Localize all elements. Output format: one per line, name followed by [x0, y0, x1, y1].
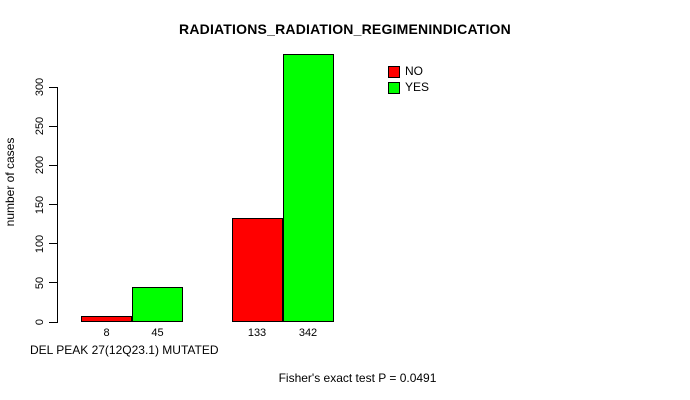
y-axis-tick-label: 100 — [34, 234, 46, 253]
y-axis-label: number of cases — [3, 137, 17, 227]
y-axis-tick-label: 50 — [34, 276, 46, 289]
y-axis-tick — [49, 204, 57, 205]
y-axis-tick-label: 200 — [34, 156, 46, 175]
y-axis-tick — [49, 86, 57, 88]
y-axis-tick — [49, 243, 57, 245]
y-axis-tick — [49, 125, 57, 127]
y-axis-tick-label: 0 — [34, 318, 46, 326]
bar-value-label: 8 — [103, 327, 110, 339]
legend-swatch — [388, 81, 400, 94]
legend: NO YES — [388, 65, 429, 97]
bar-value-label: 342 — [298, 327, 318, 339]
legend-item: YES — [388, 81, 429, 94]
bar — [231, 217, 283, 322]
fisher-test-annotation: Fisher's exact test P = 0.0491 — [278, 371, 437, 385]
y-axis-line — [57, 87, 58, 323]
x-axis-label: DEL PEAK 27(12Q23.1) MUTATED — [30, 343, 219, 357]
legend-label: NO — [405, 64, 423, 78]
bar — [132, 286, 183, 322]
legend-item: NO — [388, 65, 429, 78]
bar-value-label: 133 — [247, 327, 267, 339]
y-axis-tick — [49, 282, 57, 284]
y-axis-tick-label: 150 — [34, 195, 46, 214]
bar-value-label: 45 — [151, 327, 164, 339]
bar — [282, 54, 334, 322]
legend-label: YES — [405, 80, 430, 94]
legend-swatch — [388, 65, 400, 78]
bar — [81, 315, 132, 322]
y-axis-tick-label: 250 — [34, 116, 46, 136]
y-axis-tick — [49, 164, 57, 166]
y-axis-tick — [49, 321, 57, 323]
chart-title: RADIATIONS_RADIATION_REGIMENINDICATION — [179, 21, 511, 37]
y-axis-tick-label: 300 — [34, 77, 46, 97]
